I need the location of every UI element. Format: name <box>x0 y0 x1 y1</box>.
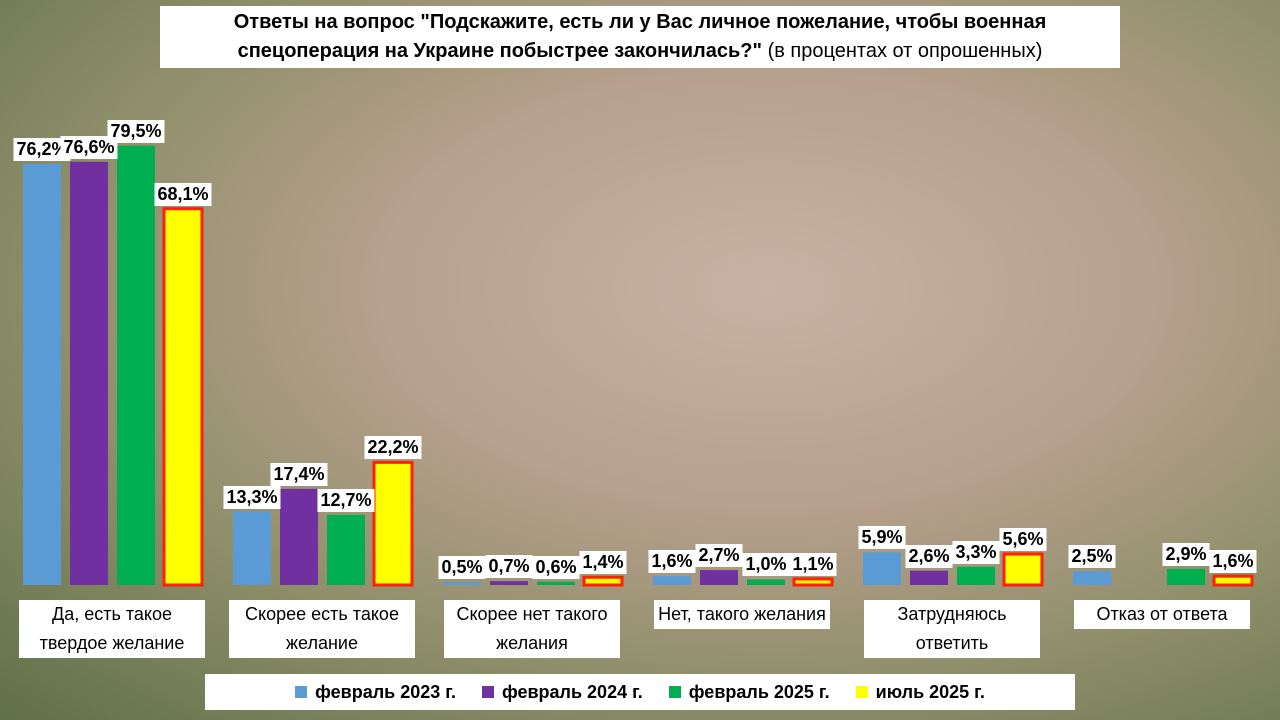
x-tick-label: Отказ от ответа <box>1074 600 1250 629</box>
bar <box>863 552 901 585</box>
chart-subtitle: (в процентах от опрошенных) <box>767 40 1043 62</box>
legend: февраль 2023 г. февраль 2024 г. февраль 20… <box>205 674 1075 710</box>
bar <box>1002 552 1044 587</box>
bar <box>490 581 528 585</box>
legend-label: июль 2025 г. <box>875 681 985 702</box>
legend-label: февраль 2023 г. <box>315 681 456 702</box>
data-label: 2,9% <box>1162 542 1210 566</box>
bar <box>910 570 948 585</box>
data-label: 2,7% <box>695 544 743 568</box>
x-tick-label: Скорее нет такого желания <box>444 600 620 658</box>
bar <box>70 161 108 585</box>
bar <box>117 145 155 585</box>
data-label: 1,4% <box>579 551 627 575</box>
data-label: 0,5% <box>438 556 486 580</box>
data-label: 22,2% <box>364 436 422 460</box>
bar <box>1167 568 1205 585</box>
bar <box>327 514 365 585</box>
data-label: 2,6% <box>905 544 953 568</box>
legend-swatch <box>855 686 868 698</box>
data-label: 1,6% <box>1209 550 1257 574</box>
data-label: 5,6% <box>999 528 1047 552</box>
legend-swatch <box>295 686 308 698</box>
data-label: 76,6% <box>60 135 118 159</box>
bar <box>957 566 995 585</box>
x-tick-label: Затрудняюсь ответить <box>864 600 1040 658</box>
x-tick-label: Скорее есть такое желание <box>229 600 415 658</box>
bar <box>582 575 624 587</box>
bar <box>653 576 691 585</box>
legend-label: февраль 2025 г. <box>688 681 830 702</box>
x-tick-label: Нет, такого желания <box>654 600 830 629</box>
data-label: 5,9% <box>858 526 906 550</box>
bar <box>1073 571 1111 585</box>
data-label: 79,5% <box>107 119 165 143</box>
data-label: 3,3% <box>952 540 1000 564</box>
bar <box>280 488 318 585</box>
legend-item: февраль 2023 г. <box>295 682 456 703</box>
data-label: 1,0% <box>742 553 790 577</box>
data-label: 1,1% <box>789 552 837 576</box>
bar <box>372 460 414 587</box>
bar <box>747 579 785 585</box>
legend-item: июль 2025 г. <box>855 681 985 703</box>
legend-swatch <box>481 686 494 698</box>
data-label: 0,6% <box>532 555 580 579</box>
data-label: 68,1% <box>154 182 212 206</box>
bar <box>537 581 575 585</box>
bar <box>233 511 271 585</box>
chart-title: Ответы на вопрос "Подскажите, есть ли у … <box>233 11 1047 62</box>
data-label: 1,6% <box>648 550 696 574</box>
bar <box>23 163 61 585</box>
legend-label: февраль 2024 г. <box>501 681 643 702</box>
data-label: 76,2% <box>13 137 71 161</box>
bar <box>162 207 204 587</box>
x-tick-label: Да, есть такое твердое желание <box>19 600 205 658</box>
data-label: 17,4% <box>270 462 328 486</box>
data-label: 0,7% <box>485 555 533 579</box>
legend-item: февраль 2024 г. <box>481 681 643 703</box>
data-label: 12,7% <box>317 488 375 512</box>
chart-title-box: Ответы на вопрос "Подскажите, есть ли у … <box>160 6 1120 68</box>
bar <box>792 577 834 587</box>
data-label: 13,3% <box>223 485 281 509</box>
bar <box>1212 574 1254 587</box>
legend-item: февраль 2025 г. <box>668 681 830 703</box>
bar <box>443 582 481 585</box>
bar <box>700 570 738 585</box>
legend-swatch <box>668 686 681 698</box>
data-label: 2,5% <box>1068 545 1116 569</box>
